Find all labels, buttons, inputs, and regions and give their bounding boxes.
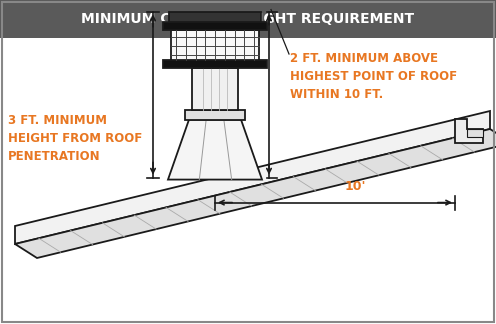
Bar [169, 12, 261, 22]
Bar [0, 0, 496, 38]
Polygon shape [455, 120, 483, 144]
Text: 3 FT. MINIMUM
HEIGHT FROM ROOF
PENETRATION: 3 FT. MINIMUM HEIGHT FROM ROOF PENETRATI… [8, 114, 142, 164]
Bar [171, 29, 259, 60]
Bar [163, 60, 267, 68]
Bar [192, 68, 238, 110]
Bar [163, 22, 267, 29]
Polygon shape [467, 130, 483, 137]
Polygon shape [168, 120, 262, 179]
Text: 2 FT. MINIMUM ABOVE
HIGHEST POINT OF ROOF
WITHIN 10 FT.: 2 FT. MINIMUM ABOVE HIGHEST POINT OF ROO… [290, 52, 457, 101]
Text: 10': 10' [344, 179, 366, 192]
Text: MINIMUM CHIMNEY HEIGHT REQUIREMENT: MINIMUM CHIMNEY HEIGHT REQUIREMENT [81, 12, 415, 26]
Polygon shape [15, 111, 490, 244]
Bar [185, 110, 245, 120]
Polygon shape [15, 129, 496, 258]
